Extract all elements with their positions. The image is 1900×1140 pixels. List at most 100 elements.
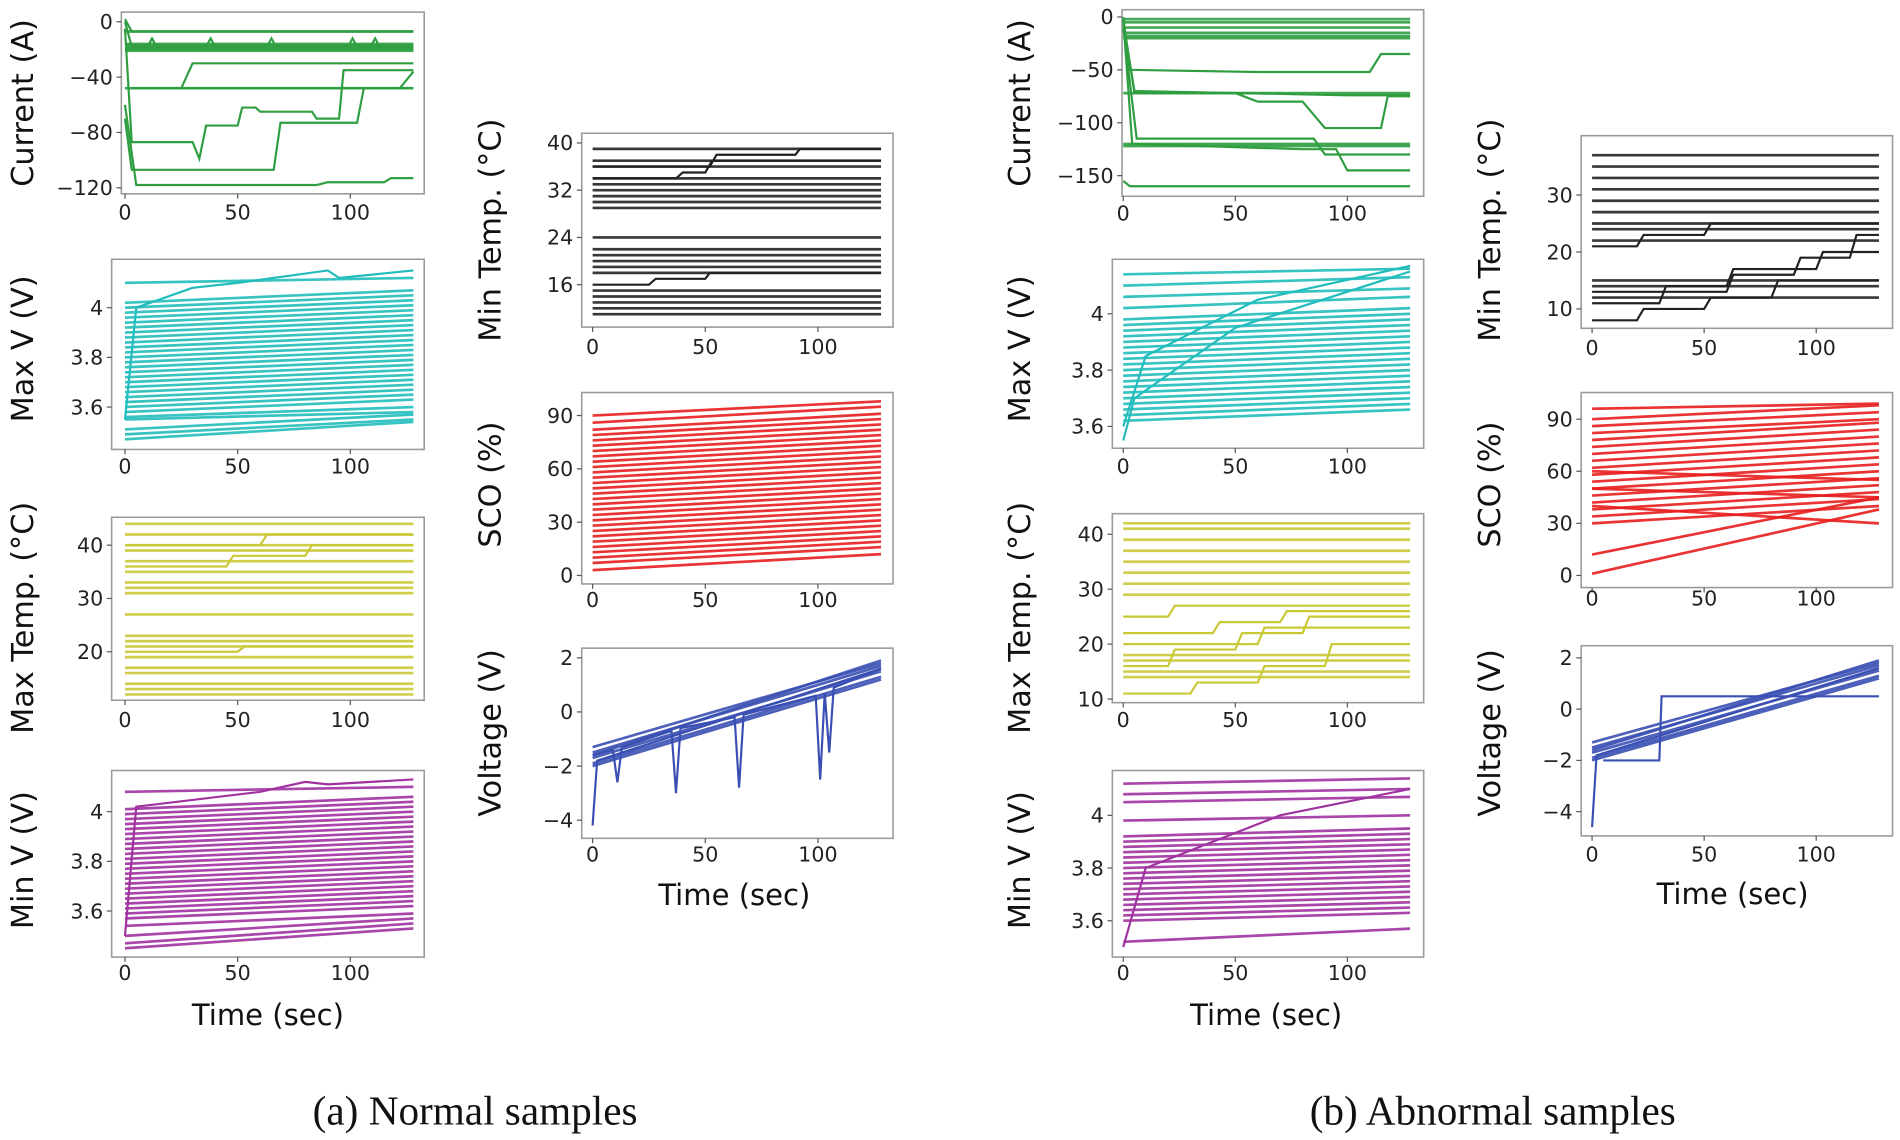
x-tick-label: 100: [1797, 587, 1836, 611]
series-line: [124, 358, 414, 374]
subplot-b5: 0 50 100 30 20 10: [1547, 134, 1894, 360]
x-tick-label: 50: [225, 961, 251, 985]
series-group: [1590, 659, 1880, 828]
y-tick-label: −40: [69, 65, 112, 89]
x-tick-label: 0: [118, 961, 131, 985]
series-path: [1122, 264, 1411, 427]
series-line: [1123, 380, 1411, 394]
xlabel-b4: Time (sec): [1189, 998, 1342, 1032]
series-line: [592, 405, 882, 424]
y-tick-label: −100: [1057, 111, 1114, 135]
series-group: [1122, 264, 1411, 441]
series-group: [591, 659, 882, 826]
y-tick-label: 90: [1547, 407, 1573, 431]
series-line: [124, 413, 414, 431]
series-line: [1123, 346, 1411, 361]
series-line: [1592, 487, 1880, 499]
series-path: [1122, 27, 1411, 156]
axes-frame: [580, 391, 894, 585]
series-line: [1123, 842, 1411, 854]
x-tick-label: 100: [1797, 336, 1836, 360]
series-line: [592, 481, 882, 501]
y-tick-label: 30: [1547, 512, 1573, 536]
series-line: [1123, 879, 1411, 891]
series-line: [124, 869, 414, 886]
xlabel-a4: Time (sec): [191, 998, 344, 1032]
series-line: [592, 455, 882, 474]
subplot-a1: 0 50 100 0 −40 −80 −120: [56, 10, 426, 224]
series-line: [1123, 911, 1411, 923]
series-path: [1592, 250, 1879, 305]
series-line: [592, 535, 882, 554]
x-tick-label: 100: [331, 961, 370, 985]
axes-frame: [580, 132, 894, 328]
series-line: [1123, 267, 1411, 276]
x-tick-label: 100: [1328, 455, 1367, 479]
x-tick-label: 100: [1328, 201, 1367, 225]
series-line: [124, 333, 414, 349]
series-path: [1123, 604, 1411, 618]
series-path: [124, 533, 414, 547]
series-line: [124, 864, 414, 881]
series-line: [124, 378, 414, 394]
x-tick-label: 50: [1691, 336, 1717, 360]
ylabel-b4: Min V (V): [1003, 791, 1038, 929]
series-line: [124, 845, 414, 861]
series-line: [124, 363, 414, 379]
series-line: [1123, 306, 1411, 321]
series-path: [1122, 180, 1411, 188]
xlabel-b7: Time (sec): [1656, 877, 1809, 911]
series-path: [123, 104, 414, 187]
ylabel-a2: Max V (V): [6, 275, 41, 422]
series-line: [1123, 287, 1411, 299]
series-line: [1592, 417, 1880, 435]
x-tick-label: 100: [1797, 842, 1836, 866]
series-line: [1591, 674, 1880, 760]
caption-normal: (a) Normal samples: [313, 1087, 638, 1134]
x-tick-label: 50: [1222, 455, 1248, 479]
series-line: [592, 465, 882, 485]
series-line: [592, 492, 882, 512]
x-tick-label: 0: [118, 455, 131, 479]
series-line: [124, 348, 414, 364]
x-tick-label: 0: [1117, 708, 1130, 732]
series-group: [1123, 521, 1411, 695]
series-group: [1591, 402, 1880, 576]
x-tick-label: 0: [1586, 587, 1599, 611]
y-tick-label: 20: [1547, 240, 1573, 264]
y-tick-label: 4: [1091, 302, 1104, 326]
series-line: [592, 545, 882, 565]
series-line: [1123, 329, 1411, 344]
series-line: [124, 373, 414, 389]
series-line: [124, 805, 414, 821]
series-line: [1592, 421, 1880, 442]
y-tick-label: 3.6: [70, 395, 103, 419]
x-tick-label: 0: [586, 842, 599, 866]
x-tick-label: 0: [1117, 455, 1130, 479]
series-path: [123, 778, 414, 936]
subplot-a6: 0 50 100 90 60 30 0: [547, 391, 894, 612]
axes-frame: [1111, 512, 1425, 704]
series-line: [124, 889, 414, 905]
x-tick-label: 50: [1691, 842, 1717, 866]
y-tick-label: 4: [90, 296, 103, 320]
series-line: [124, 323, 414, 339]
series-line: [592, 497, 882, 517]
subplot-b6: 0 50 100 90 60 30 0: [1547, 391, 1894, 611]
series-line: [1123, 374, 1411, 389]
ylabel-b5: Min Temp. (°C): [1473, 119, 1508, 342]
x-tick-label: 100: [331, 200, 370, 224]
subplot-b3: 0 50 100 40 30 20 10: [1078, 512, 1425, 732]
series-path: [591, 667, 882, 826]
series-line: [124, 298, 414, 315]
series-line: [592, 412, 882, 432]
y-tick-label: −2: [1542, 749, 1572, 773]
series-line: [592, 471, 882, 490]
y-tick-label: 10: [1547, 297, 1573, 321]
y-tick-label: 30: [77, 587, 103, 611]
series-line: [1123, 357, 1411, 372]
series-line: [1592, 403, 1880, 421]
y-tick-label: 4: [1091, 804, 1104, 828]
series-group: [123, 778, 414, 950]
series-path: [1123, 626, 1411, 646]
